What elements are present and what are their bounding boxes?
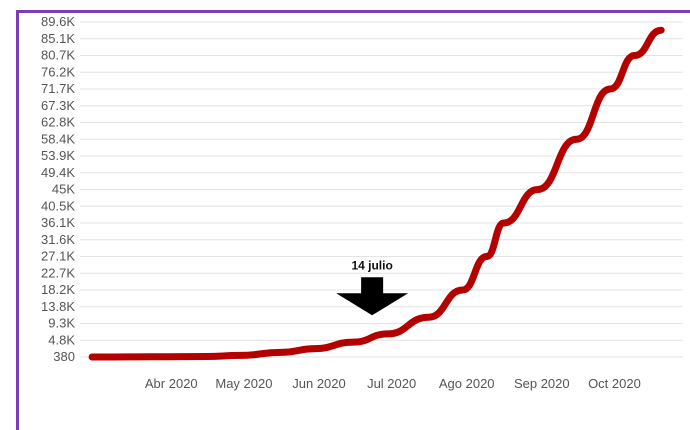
annotation-layer: 14 julio <box>336 258 409 316</box>
y-tick-label: 71.7K <box>41 81 75 96</box>
x-axis-ticks: Abr 2020 May 2020 Jun 2020 Jul 2020 Ago 2020… <box>145 376 641 391</box>
y-tick-label: 13.8K <box>41 299 75 314</box>
x-tick-label: May 2020 <box>215 376 272 391</box>
annotation: 14 julio <box>336 258 409 316</box>
y-tick-label: 36.1K <box>41 215 75 230</box>
y-tick-label: 40.5K <box>41 198 75 213</box>
grid <box>80 21 683 358</box>
y-tick-label: 58.4K <box>41 131 75 146</box>
x-tick-label: Sep 2020 <box>514 376 570 391</box>
x-tick-label: Abr 2020 <box>145 376 198 391</box>
x-tick-label: Oct 2020 <box>588 376 641 391</box>
series-layer <box>88 26 665 361</box>
x-tick-label: Ago 2020 <box>439 376 495 391</box>
y-tick-label: 76.2K <box>41 64 75 79</box>
y-tick-label: 31.6K <box>41 232 75 247</box>
y-tick-label: 380 <box>53 349 75 364</box>
down-arrow-icon <box>336 277 409 316</box>
y-tick-label: 18.2K <box>41 282 75 297</box>
y-tick-label: 9.3K <box>48 316 75 331</box>
x-tick-label: Jul 2020 <box>367 376 416 391</box>
y-tick-label: 4.8K <box>48 332 75 347</box>
y-tick-label: 89.6K <box>41 14 75 29</box>
y-tick-label: 62.8K <box>41 115 75 130</box>
y-tick-label: 85.1K <box>41 31 75 46</box>
y-tick-label: 45K <box>52 182 75 197</box>
y-tick-label: 67.3K <box>41 98 75 113</box>
annotation-label: 14 julio <box>351 258 392 272</box>
y-tick-label: 27.1K <box>41 249 75 264</box>
y-tick-label: 22.7K <box>41 265 75 280</box>
y-tick-label: 80.7K <box>41 48 75 63</box>
y-tick-label: 53.9K <box>41 148 75 163</box>
x-tick-label: Jun 2020 <box>292 376 346 391</box>
series-line <box>88 26 665 361</box>
y-tick-label: 49.4K <box>41 165 75 180</box>
